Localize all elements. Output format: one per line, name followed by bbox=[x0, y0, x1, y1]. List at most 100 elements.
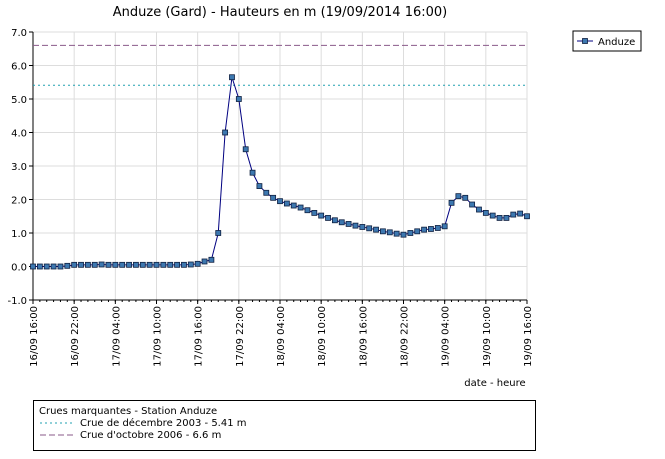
point bbox=[71, 261, 78, 268]
reference-legend-box bbox=[33, 400, 536, 451]
point bbox=[201, 258, 208, 265]
x-tick-label: 17/09 22:00 bbox=[235, 306, 246, 367]
y-tick-label: 4.0 bbox=[11, 129, 27, 140]
x-tick-label: 16/09 22:00 bbox=[70, 306, 81, 367]
x-tick-label: 17/09 16:00 bbox=[194, 306, 205, 367]
y-tick-label: 0.0 bbox=[11, 263, 27, 274]
point bbox=[235, 96, 242, 102]
point bbox=[263, 189, 270, 196]
point bbox=[270, 194, 277, 201]
x-axis-label: date - heure bbox=[464, 378, 525, 389]
point bbox=[311, 209, 318, 216]
point bbox=[57, 263, 64, 270]
point bbox=[338, 219, 345, 226]
point bbox=[524, 213, 530, 220]
point bbox=[139, 261, 146, 268]
x-tick-label: 18/09 04:00 bbox=[276, 306, 287, 367]
point bbox=[510, 211, 517, 218]
point bbox=[462, 194, 469, 201]
point bbox=[160, 261, 167, 268]
point bbox=[64, 262, 71, 269]
point bbox=[174, 261, 180, 268]
point bbox=[352, 222, 359, 229]
x-tick-label: 18/09 22:00 bbox=[400, 306, 411, 367]
point bbox=[167, 261, 174, 268]
x-tick-label: 19/09 04:00 bbox=[441, 306, 452, 367]
point bbox=[208, 256, 215, 263]
point bbox=[215, 230, 222, 236]
x-tick-label: 19/09 16:00 bbox=[523, 306, 534, 367]
point bbox=[366, 225, 373, 232]
point bbox=[428, 226, 434, 232]
point bbox=[434, 225, 441, 231]
point bbox=[84, 261, 91, 268]
point bbox=[290, 202, 297, 209]
point bbox=[373, 226, 379, 233]
point bbox=[194, 260, 201, 267]
point bbox=[393, 230, 400, 237]
legend-label: Anduze bbox=[598, 37, 635, 48]
point bbox=[119, 261, 126, 268]
point bbox=[222, 129, 229, 136]
point bbox=[482, 209, 489, 216]
point bbox=[36, 263, 43, 270]
chart-title: Anduze (Gard) - Hauteurs en m (19/09/201… bbox=[113, 5, 447, 20]
reference-legend-label: Crue d'octobre 2006 - 6.6 m bbox=[80, 430, 221, 441]
point bbox=[146, 261, 153, 268]
point bbox=[476, 206, 482, 213]
point bbox=[30, 263, 36, 270]
point bbox=[380, 228, 386, 235]
point bbox=[249, 169, 256, 176]
legend-box bbox=[572, 30, 642, 52]
point bbox=[297, 204, 304, 211]
point bbox=[91, 261, 98, 268]
point bbox=[43, 263, 50, 270]
point bbox=[229, 74, 235, 81]
y-tick-label: 3.0 bbox=[11, 162, 27, 173]
point bbox=[133, 261, 139, 268]
point bbox=[153, 261, 160, 268]
x-tick-label: 17/09 04:00 bbox=[111, 306, 122, 367]
point bbox=[112, 261, 119, 268]
point bbox=[455, 193, 462, 200]
point bbox=[359, 224, 366, 230]
point bbox=[441, 223, 448, 230]
point bbox=[331, 217, 338, 224]
point bbox=[187, 261, 194, 268]
point bbox=[345, 221, 352, 227]
point bbox=[256, 183, 263, 190]
reference-legend-label: Crue de décembre 2003 - 5.41 m bbox=[80, 417, 247, 429]
x-tick-label: 19/09 10:00 bbox=[482, 306, 493, 367]
point bbox=[277, 198, 283, 205]
y-tick-label: 5.0 bbox=[11, 95, 27, 106]
reference-legend-title: Crues marquantes - Station Anduze bbox=[39, 406, 217, 417]
x-tick-label: 18/09 16:00 bbox=[358, 306, 369, 367]
y-tick-label: -1.0 bbox=[7, 296, 27, 307]
point bbox=[325, 215, 331, 221]
x-tick-label: 18/09 10:00 bbox=[317, 306, 328, 367]
point bbox=[304, 207, 311, 214]
point bbox=[414, 228, 421, 235]
point bbox=[489, 212, 496, 219]
x-tick-label: 17/09 10:00 bbox=[153, 306, 164, 367]
point bbox=[50, 263, 57, 270]
point bbox=[407, 230, 414, 236]
point bbox=[469, 201, 476, 208]
point bbox=[386, 229, 393, 236]
point bbox=[503, 215, 510, 221]
x-tick-label: 16/09 16:00 bbox=[29, 306, 40, 367]
point bbox=[448, 199, 455, 206]
legend-marker bbox=[582, 38, 588, 44]
point bbox=[283, 200, 290, 207]
y-tick-label: 6.0 bbox=[11, 62, 27, 73]
point bbox=[98, 261, 105, 268]
point bbox=[421, 226, 427, 233]
y-tick-label: 1.0 bbox=[11, 229, 27, 240]
y-tick-label: 2.0 bbox=[11, 196, 27, 207]
point bbox=[517, 210, 524, 217]
point bbox=[400, 231, 407, 238]
y-tick-label: 7.0 bbox=[11, 28, 27, 39]
point bbox=[242, 146, 249, 153]
point bbox=[181, 261, 187, 268]
